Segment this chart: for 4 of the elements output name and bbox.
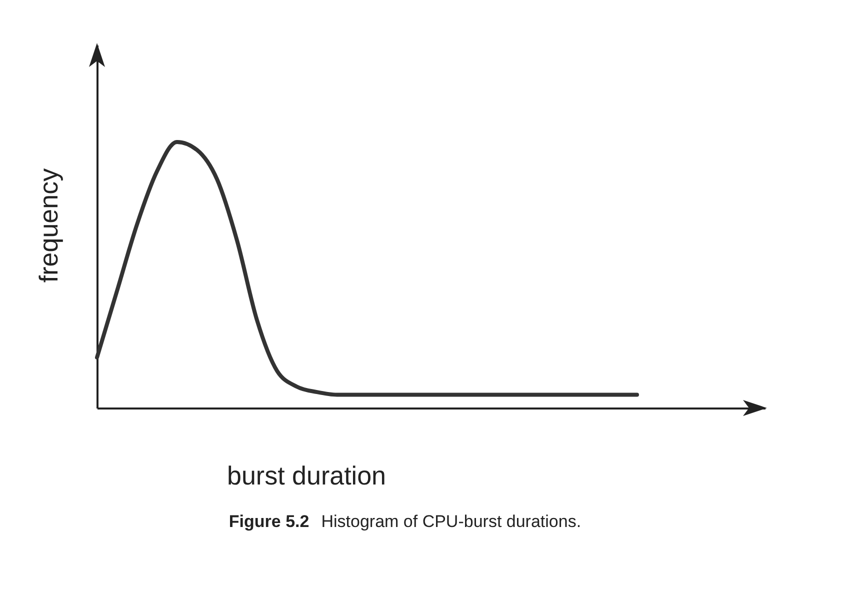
y-axis-title: frequency	[34, 168, 64, 283]
x-axis-title: burst duration	[227, 460, 386, 490]
text: Figure 5.2	[228, 512, 310, 531]
text: Histogram of CPU-burst durations.	[321, 512, 582, 531]
